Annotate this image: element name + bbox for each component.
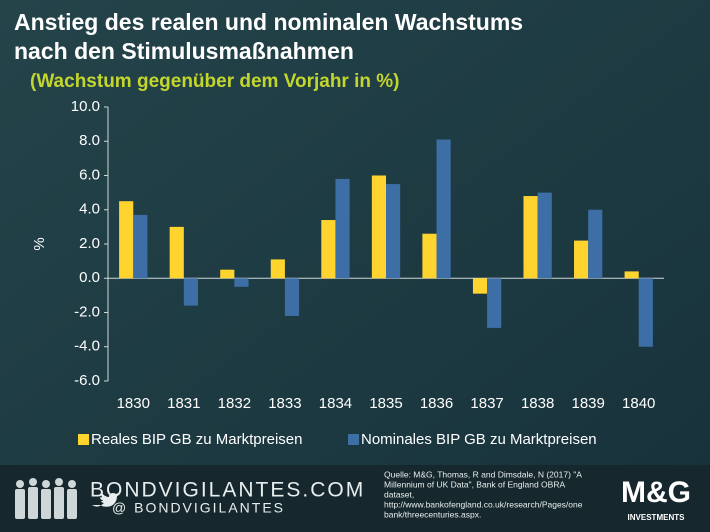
y-tick-label: 6.0 xyxy=(79,166,100,183)
x-tick-label: 1831 xyxy=(167,395,200,412)
bar xyxy=(284,278,300,316)
bar xyxy=(487,278,502,328)
bar xyxy=(422,233,437,279)
x-tick-label: 1836 xyxy=(420,395,453,412)
y-tick-label: 10.0 xyxy=(71,98,100,115)
bar xyxy=(169,226,184,279)
x-tick-label: 1834 xyxy=(319,395,352,412)
bar xyxy=(638,278,653,347)
footer-band xyxy=(0,465,710,532)
handle: @ BONDVIGILANTES xyxy=(112,500,285,516)
bar xyxy=(270,259,285,279)
bar xyxy=(133,214,148,279)
x-tick-label: 1835 xyxy=(369,395,402,412)
people-icon xyxy=(15,478,77,519)
bar xyxy=(624,271,639,279)
source: Quelle: M&G, Thomas, R and Dimsdale, N (… xyxy=(384,469,583,519)
bar xyxy=(119,201,134,279)
bar xyxy=(523,196,538,279)
logo: M&G xyxy=(621,476,691,509)
x-tick-label: 1838 xyxy=(521,395,554,412)
bar xyxy=(537,192,552,279)
bar xyxy=(321,220,336,279)
bar xyxy=(183,278,198,306)
bar xyxy=(436,139,451,279)
twitter-icon xyxy=(92,493,119,507)
y-tick-label: 2.0 xyxy=(79,235,100,252)
site-name: BONDVIGILANTES.COM xyxy=(90,479,365,502)
bar xyxy=(472,278,488,294)
x-tick-label: 1839 xyxy=(571,395,604,412)
chart-title: nach den Stimulusmaßnahmen xyxy=(14,38,354,64)
x-tick-label: 1840 xyxy=(622,395,655,412)
x-tick-label: 1833 xyxy=(268,395,301,412)
y-axis-label: % xyxy=(31,237,48,250)
y-tick-label: -2.0 xyxy=(74,303,100,320)
y-tick-label: 0.0 xyxy=(79,269,100,286)
legend-label: Nominales BIP GB zu Marktpreisen xyxy=(361,431,597,448)
legend-swatch xyxy=(348,434,359,445)
source-line: dataset, xyxy=(384,489,414,499)
bar xyxy=(386,184,401,279)
y-tick-label: 8.0 xyxy=(79,132,100,149)
chart-subtitle: (Wachstum gegenüber dem Vorjahr in %) xyxy=(30,71,400,92)
bar xyxy=(588,209,603,279)
y-tick-label: -6.0 xyxy=(74,372,100,389)
source-line: Quelle: M&G, Thomas, R and Dimsdale, N (… xyxy=(384,469,582,479)
legend-swatch xyxy=(78,434,89,445)
x-tick-label: 1830 xyxy=(117,395,150,412)
bar xyxy=(220,269,235,279)
source-line: bank/threecenturies.aspx. xyxy=(384,509,481,519)
legend-label: Reales BIP GB zu Marktpreisen xyxy=(91,431,302,448)
x-tick-label: 1837 xyxy=(470,395,503,412)
bar xyxy=(574,240,589,279)
bar xyxy=(371,175,386,279)
y-tick-label: 4.0 xyxy=(79,201,100,218)
logo-sub: INVESTMENTS xyxy=(628,513,686,522)
source-line: Millennium of UK Data", Bank of England … xyxy=(384,479,565,489)
chart-title: Anstieg des realen und nominalen Wachstu… xyxy=(14,9,523,35)
y-tick-label: -4.0 xyxy=(74,338,100,355)
source-line: http://www.bankofengland.co.uk/research/… xyxy=(384,499,583,509)
bar xyxy=(335,178,350,279)
bar xyxy=(234,278,249,287)
x-tick-label: 1832 xyxy=(218,395,251,412)
